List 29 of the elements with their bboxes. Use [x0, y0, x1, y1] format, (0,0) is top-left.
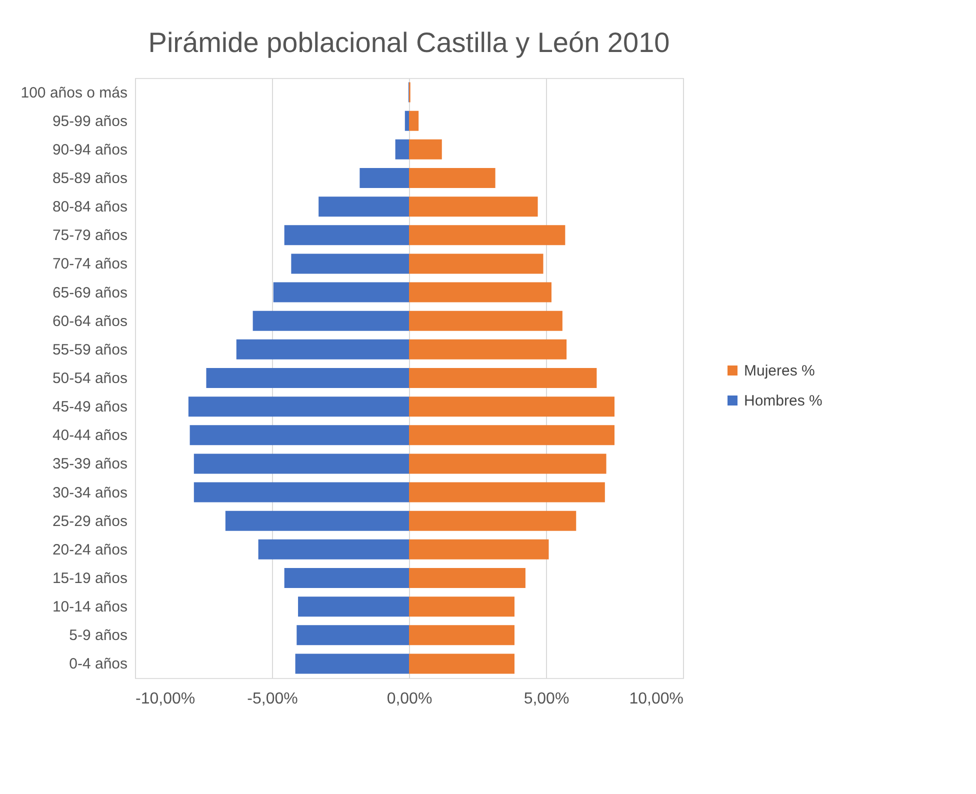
y-tick-label: 75-79 años — [52, 227, 128, 244]
y-tick-label: 45-49 años — [52, 398, 128, 416]
x-tick-label: -5,00% — [247, 690, 298, 708]
y-tick-label: 5-9 años — [69, 627, 128, 644]
legend-label: Mujeres % — [744, 362, 815, 380]
y-tick-label: 20-24 años — [52, 541, 128, 558]
y-tick-label: 25-29 años — [52, 512, 128, 530]
y-tick-label: 60-64 años — [52, 312, 128, 330]
y-tick-label: 15-19 años — [52, 570, 128, 587]
y-tick-label: 35-39 años — [52, 456, 128, 473]
y-tick-label: 50-54 años — [52, 370, 128, 387]
y-tick-label: 90-94 años — [52, 141, 128, 158]
y-tick-label: 65-69 años — [52, 284, 128, 302]
y-tick-label: 10-14 años — [52, 598, 128, 616]
y-tick-label: 70-74 años — [52, 256, 128, 273]
y-tick-label: 95-99 años — [52, 112, 128, 130]
y-tick-label: 30-34 años — [52, 484, 128, 502]
x-tick-label: -10,00% — [136, 690, 196, 708]
y-tick-label: 85-89 años — [52, 170, 128, 187]
x-tick-label: 10,00% — [629, 690, 684, 708]
y-tick-label: 55-59 años — [52, 341, 128, 358]
y-tick-label: 0-4 años — [69, 656, 128, 673]
y-tick-label: 80-84 años — [52, 198, 128, 216]
x-tick-label: 5,00% — [524, 690, 570, 708]
legend-label: Hombres % — [744, 392, 822, 410]
y-tick-label: 100 años o más — [20, 84, 128, 102]
y-tick-label: 40-44 años — [52, 427, 128, 444]
chart-title: Pirámide poblacional Castilla y León 2010 — [148, 27, 670, 58]
x-tick-label: 0,00% — [386, 690, 432, 708]
